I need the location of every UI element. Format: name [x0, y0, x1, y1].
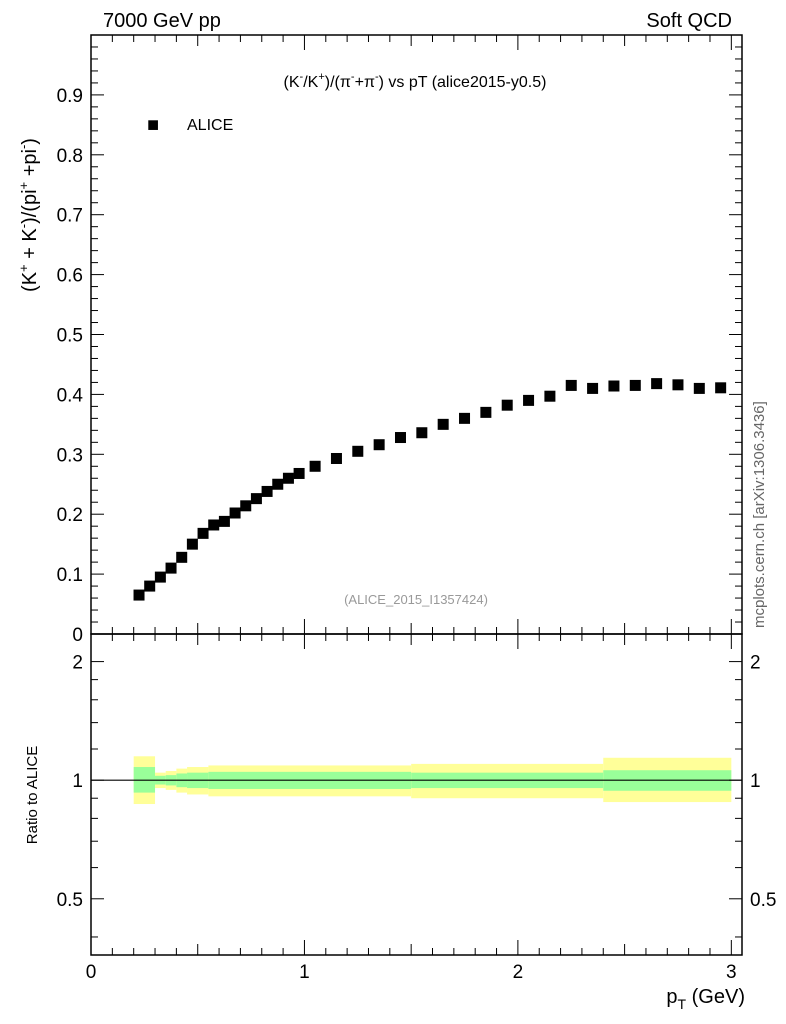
data-point	[672, 379, 684, 391]
data-point	[437, 418, 449, 430]
plot-title: (K-/K+)/(π-+π-) vs pT (alice2015-y0.5)	[284, 71, 547, 91]
x-tick-label: 2	[513, 962, 524, 983]
ratio-y-tick-label: 0.5	[57, 890, 83, 911]
y-tick-label: 0	[72, 625, 83, 646]
y-axis-label: (K+ + K-)/(pi+ +pi-)	[16, 138, 41, 292]
ratio-plot-frame	[90, 633, 743, 956]
data-point	[501, 399, 513, 411]
data-point	[523, 394, 535, 406]
data-point	[229, 507, 241, 519]
data-point	[629, 379, 641, 391]
data-point	[330, 452, 342, 464]
data-point	[208, 519, 220, 531]
ratio-y-tick-label: 1	[72, 771, 83, 792]
data-point	[565, 379, 577, 391]
y-tick-label: 0.2	[57, 505, 83, 526]
y-tick-label: 0.1	[57, 565, 83, 586]
ratio-y-tick-label-right: 0.5	[750, 890, 776, 911]
data-point	[693, 382, 705, 394]
data-point	[715, 382, 727, 394]
header-right-label: Soft QCD	[646, 10, 732, 32]
ratio-y-tick-label-right: 1	[750, 771, 761, 792]
x-tick-label: 0	[86, 962, 97, 983]
x-tick-label: 3	[726, 962, 737, 983]
y-tick-label: 0.7	[57, 206, 83, 227]
y-tick-label: 0.3	[57, 445, 83, 466]
side-credit-label: mcplots.cern.ch [arXiv:1306.3436]	[751, 401, 768, 628]
data-point	[165, 562, 177, 574]
data-point	[197, 527, 209, 539]
data-point	[373, 439, 385, 451]
analysis-watermark: (ALICE_2015_I1357424)	[344, 592, 488, 607]
main-plot-ticks: 0 0.1 0.2 0.3 0.4 0.5 0.6 0.7 0.8 0.9	[57, 35, 742, 646]
data-point	[250, 493, 262, 505]
data-point	[608, 380, 620, 392]
data-point	[459, 412, 471, 424]
ratio-plot-panel: 0.5 0.5 1 1 2 2 0 1 2 3	[57, 633, 776, 983]
data-point	[218, 515, 230, 527]
data-point	[133, 589, 145, 601]
data-point	[282, 472, 294, 484]
ratio-y-tick-label-right: 2	[750, 653, 761, 674]
data-point	[261, 485, 273, 497]
data-point	[587, 382, 599, 394]
ratio-y-axis-label: Ratio to ALICE	[24, 746, 41, 844]
main-plot-panel: 0 0.1 0.2 0.3 0.4 0.5 0.6 0.7 0.8 0.9	[57, 34, 743, 646]
data-point	[480, 406, 492, 418]
data-point	[176, 551, 188, 563]
data-point	[293, 467, 305, 479]
legend-label-alice: ALICE	[187, 117, 233, 134]
data-point	[352, 445, 364, 457]
data-point	[544, 390, 556, 402]
header-left-label: 7000 GeV pp	[103, 10, 221, 32]
data-point	[309, 460, 321, 472]
ratio-uncertainty-bands	[133, 756, 732, 805]
data-point	[394, 432, 406, 444]
ratio-y-tick-label: 2	[72, 653, 83, 674]
y-tick-label: 0.9	[57, 86, 83, 107]
data-point	[144, 580, 156, 592]
data-point	[186, 538, 198, 550]
legend: ■ ALICE	[147, 114, 233, 136]
data-point	[272, 478, 284, 490]
x-tick-label: 1	[299, 962, 310, 983]
legend-marker-icon: ■	[147, 114, 159, 136]
data-point	[154, 571, 166, 583]
y-tick-label: 0.5	[57, 326, 83, 347]
y-tick-label: 0.8	[57, 146, 83, 167]
x-axis-label: pT (GeV)	[666, 986, 745, 1012]
alice-series	[133, 378, 727, 601]
data-point	[240, 500, 252, 512]
y-tick-label: 0.4	[57, 385, 84, 406]
data-point	[416, 427, 428, 439]
y-tick-label: 0.6	[57, 266, 83, 287]
data-point	[651, 378, 663, 390]
ratio-plot-ticks: 0.5 0.5 1 1 2 2 0 1 2 3	[57, 634, 776, 983]
